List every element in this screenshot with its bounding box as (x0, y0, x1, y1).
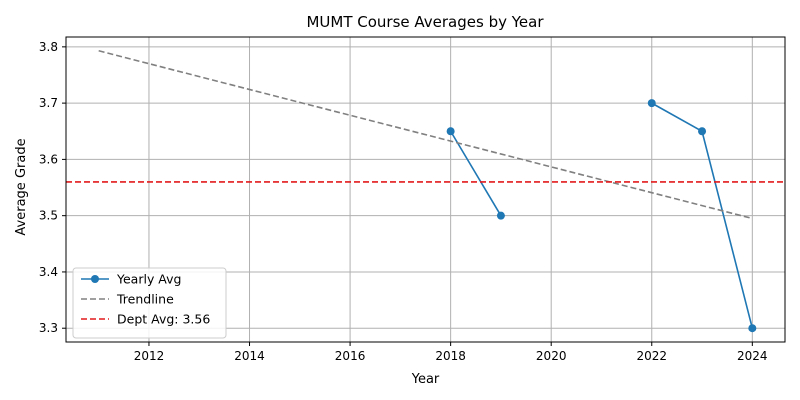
yearly-avg-point (446, 127, 455, 136)
axes: 2012 2014 2016 2018 2020 2022 2024 3.3 3.4 3.5 3.6… (39, 36, 786, 363)
yearly-avg-point (698, 127, 707, 136)
yearly-avg-point (647, 99, 656, 108)
y-tick-label: 3.5 (39, 209, 58, 223)
x-axis-label: Year (411, 372, 440, 387)
gridlines (66, 37, 785, 342)
legend-label-1: Trendline (116, 292, 174, 307)
y-tick-label: 3.6 (39, 152, 58, 166)
trendline (98, 50, 753, 220)
x-tick-label: 2018 (435, 349, 466, 363)
y-tick-label: 3.8 (39, 40, 58, 54)
chart-title: MUMT Course Averages by Year (306, 13, 544, 31)
y-axis-label: Average Grade (14, 138, 29, 235)
y-tick-label: 3.7 (39, 96, 58, 110)
legend-marker-0 (91, 275, 99, 283)
legend: Yearly Avg Trendline Dept Avg: 3.56 (72, 267, 227, 339)
y-tick-label: 3.3 (39, 321, 58, 335)
legend-label-2: Dept Avg: 3.56 (117, 312, 210, 327)
x-tick-label: 2022 (636, 349, 667, 363)
yearly-avg-line (449, 130, 502, 217)
legend-box (72, 267, 227, 339)
yearly-avg-point (748, 324, 757, 333)
y-tick-label: 3.4 (39, 265, 58, 279)
plot-frame (65, 36, 786, 343)
x-tick-label: 2014 (234, 349, 265, 363)
x-tick-label: 2016 (335, 349, 366, 363)
x-tick-label: 2012 (134, 349, 165, 363)
yearly-avg-point (496, 211, 505, 220)
x-tick-label: 2024 (737, 349, 768, 363)
legend-label-0: Yearly Avg (116, 272, 181, 287)
series-layer (66, 50, 785, 333)
x-tick-label: 2020 (536, 349, 567, 363)
